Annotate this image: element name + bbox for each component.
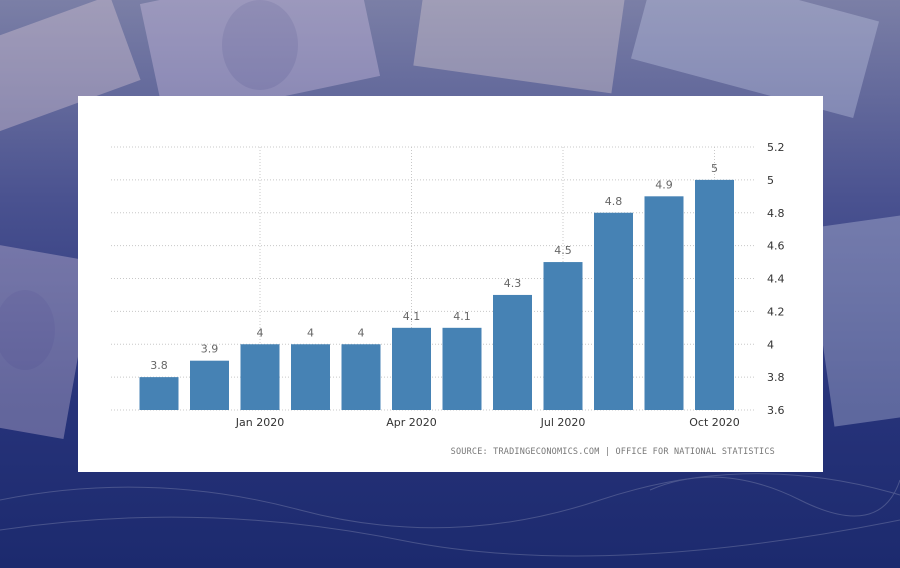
bar-value-label: 4 (307, 326, 314, 339)
bar-value-label: 3.8 (150, 359, 168, 372)
bar-value-label: 4.3 (504, 277, 522, 290)
bar (442, 327, 482, 410)
bar-value-label: 5 (711, 162, 718, 175)
bar-value-label: 4.9 (655, 178, 673, 191)
y-tick-label: 4.4 (767, 273, 785, 286)
x-tick-label: Oct 2020 (689, 416, 740, 429)
bar-value-label: 4.1 (403, 310, 421, 323)
bar (341, 344, 381, 410)
bar-value-label: 4 (358, 326, 365, 339)
bar-chart: 3.6 3.8 4 4.2 4.4 4.6 4.8 5 5.2 Jan 2020 Apr 2020 J… (111, 141, 785, 429)
bar (190, 360, 229, 410)
bar (392, 327, 431, 410)
bar-value-label: 4.8 (605, 195, 623, 208)
chart-card: 3.6 3.8 4 4.2 4.4 4.6 4.8 5 5.2 Jan 2020 Apr 2020 J… (78, 96, 823, 472)
bar (594, 212, 633, 410)
bar (139, 377, 179, 410)
y-tick-label: 3.6 (767, 404, 785, 417)
bar (493, 294, 532, 410)
y-tick-label: 3.8 (767, 371, 785, 384)
x-tick-label: Apr 2020 (386, 416, 437, 429)
y-tick-label: 5.2 (767, 141, 785, 154)
bar-value-label: 4.5 (554, 244, 572, 257)
y-tick-label: 4.6 (767, 240, 785, 253)
bar-value-label: 3.9 (201, 343, 219, 356)
bar (543, 262, 583, 410)
bar (695, 179, 734, 410)
y-tick-label: 4.2 (767, 305, 785, 318)
bar (644, 196, 684, 410)
y-tick-label: 4 (767, 338, 774, 351)
bar-value-label: 4 (257, 326, 264, 339)
x-tick-label: Jan 2020 (235, 416, 284, 429)
x-tick-label: Jul 2020 (540, 416, 586, 429)
source-note: SOURCE: TRADINGECONOMICS.COM | OFFICE FO… (450, 447, 775, 457)
bar-value-label: 4.1 (453, 310, 471, 323)
bar (240, 344, 280, 410)
y-tick-label: 5 (767, 174, 774, 187)
bar (291, 344, 330, 410)
y-tick-label: 4.8 (767, 207, 785, 220)
